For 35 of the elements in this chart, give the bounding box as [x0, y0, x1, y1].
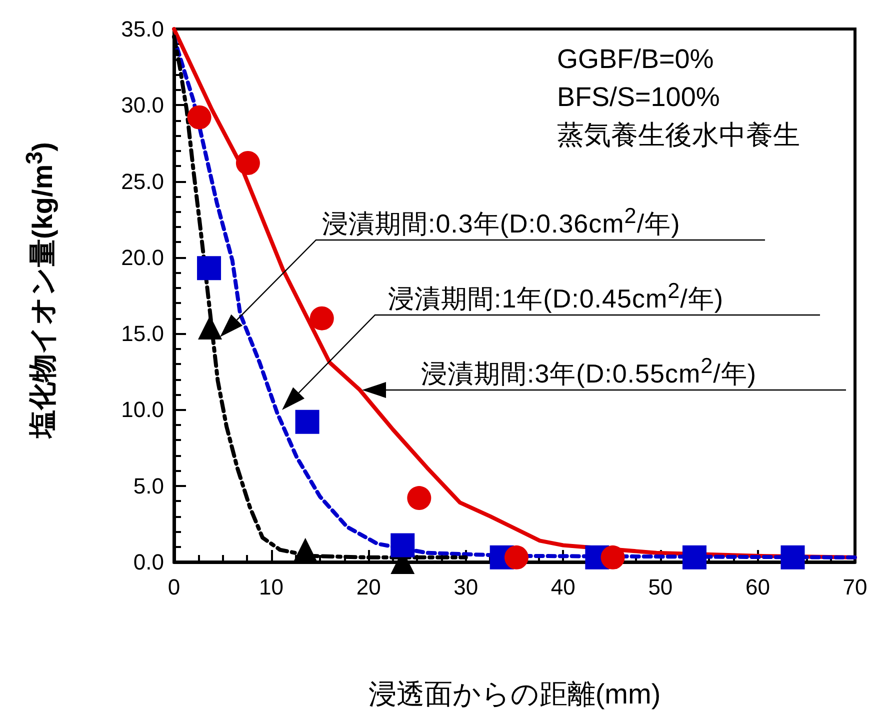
x-tick-label: 10	[259, 574, 284, 600]
point	[197, 256, 222, 280]
annotation: 浸漬期間:0.3年(D:0.36cm$^{2}$/年)	[322, 203, 680, 239]
point	[187, 105, 212, 130]
y-tick-label: 0.0	[133, 550, 164, 574]
point	[236, 151, 260, 176]
y-tick-label: 15.0	[121, 321, 164, 346]
point	[310, 306, 334, 330]
x-tick-label: 40	[550, 574, 576, 600]
y-tick-label: 35.0	[121, 16, 164, 42]
y-tick-label: 5.0	[133, 473, 164, 498]
point	[600, 545, 625, 570]
point	[407, 486, 432, 510]
annotation: BFS/S=100%	[557, 82, 720, 112]
point	[293, 538, 318, 562]
x-tick-label: 30	[454, 574, 478, 600]
annotation: 浸漬期間:3年(D:0.55cm$^{2}$/年)	[421, 353, 757, 389]
annotation: 蒸気養生後水中養生	[557, 120, 800, 150]
x-tick-label: 50	[648, 574, 673, 600]
point	[295, 410, 320, 434]
y-tick-label: 25.0	[121, 168, 164, 194]
y-tick-label: 30.0	[121, 92, 164, 118]
point	[504, 545, 528, 570]
point	[780, 545, 805, 570]
point	[390, 533, 415, 558]
y-tick-label: 20.0	[121, 244, 164, 270]
x-tick-label: 60	[745, 574, 770, 600]
x-tick-label: 70	[842, 574, 868, 600]
x-tick-label: 20	[356, 574, 381, 600]
y-tick-label: 10.0	[121, 397, 164, 422]
x-tick-label: 0	[168, 574, 180, 600]
annotation: GGBF/B=0%	[557, 44, 714, 74]
point	[682, 545, 706, 570]
annotation: 浸漬期間:1年(D:0.45cm$^{2}$/年)	[388, 278, 724, 314]
x-axis-title: 浸透面からの距離(mm)	[368, 678, 661, 710]
